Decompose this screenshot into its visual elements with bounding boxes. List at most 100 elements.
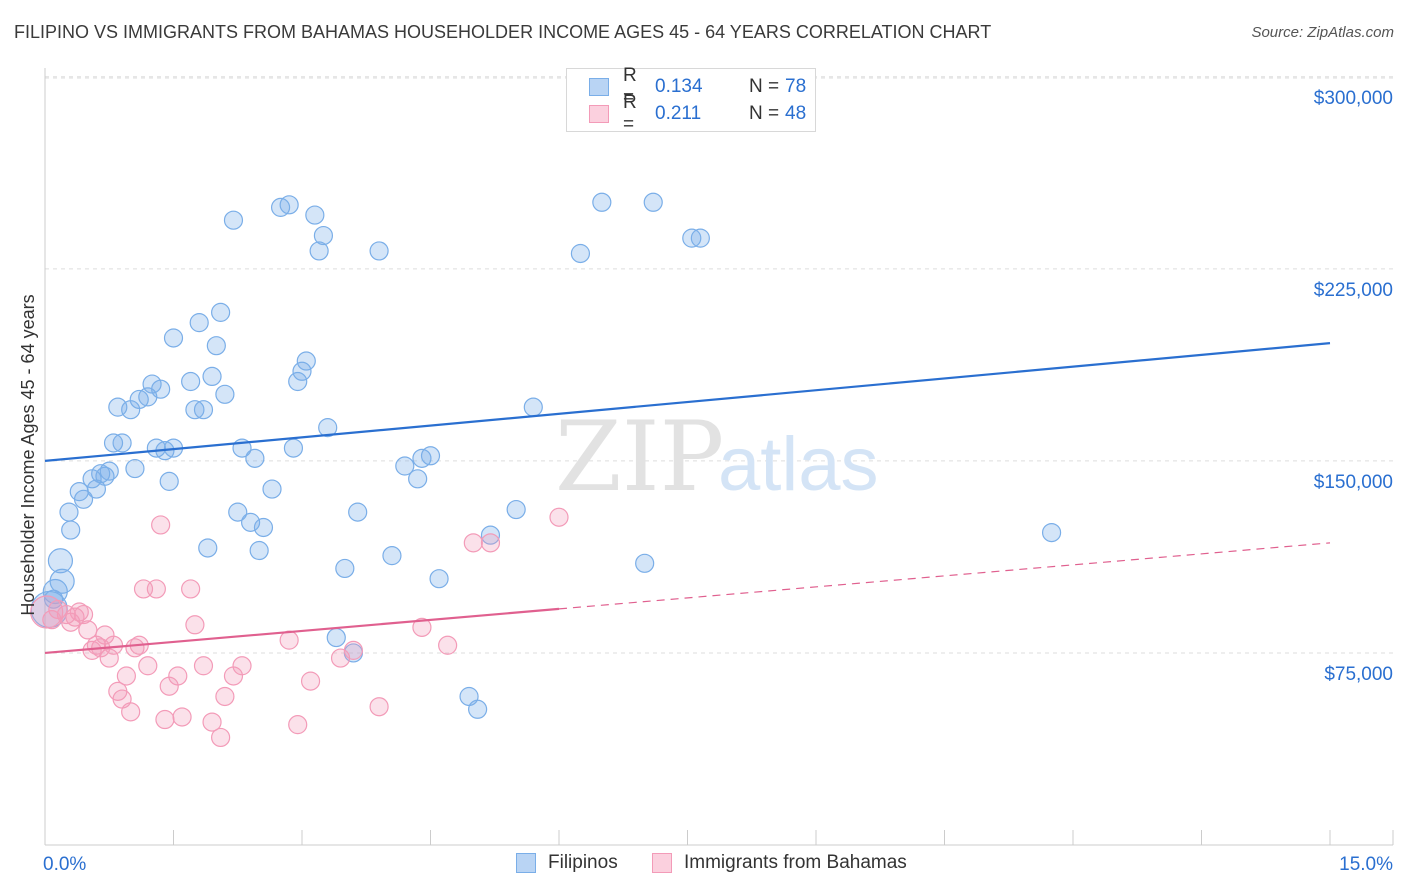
filipinos-point[interactable] <box>570 243 591 264</box>
filipinos-point[interactable] <box>420 446 441 466</box>
filipinos-point[interactable] <box>189 313 209 333</box>
bahamas-point[interactable] <box>42 610 62 630</box>
y-tick-label: $75,000 <box>1324 664 1393 685</box>
filipinos-point[interactable] <box>262 479 282 499</box>
filipinos-point[interactable] <box>429 569 449 589</box>
bahamas-point[interactable] <box>202 712 222 732</box>
filipinos-point[interactable] <box>1041 522 1062 543</box>
bahamas-point[interactable] <box>146 579 166 599</box>
bahamas-point[interactable] <box>185 615 205 635</box>
bahamas-point[interactable] <box>438 635 458 655</box>
filipinos-point[interactable] <box>296 351 316 371</box>
filipinos-point[interactable] <box>206 336 226 356</box>
filipinos-point[interactable] <box>369 241 389 261</box>
filipinos-point[interactable] <box>159 471 179 491</box>
legend-item-bahamas[interactable]: Immigrants from Bahamas <box>652 852 907 874</box>
bahamas-point[interactable] <box>549 507 569 527</box>
r-label: R = <box>623 65 637 108</box>
bahamas-point[interactable] <box>168 666 188 686</box>
bahamas-point[interactable] <box>73 604 94 625</box>
filipinos-point[interactable] <box>506 499 526 520</box>
filipinos-point[interactable] <box>151 379 171 399</box>
filipinos-point[interactable] <box>592 192 612 212</box>
bahamas-point[interactable] <box>412 617 432 637</box>
filipinos-point[interactable] <box>61 520 81 540</box>
filipinos-point[interactable] <box>245 448 265 468</box>
bahamas-point[interactable] <box>288 715 308 735</box>
filipinos-point[interactable] <box>241 512 261 532</box>
bahamas-point[interactable] <box>463 533 483 553</box>
filipinos-point[interactable] <box>112 433 132 453</box>
legend-row-filipinos: R = 0.134 N = 78 <box>589 65 807 108</box>
filipinos-point[interactable] <box>326 627 346 648</box>
filipinos-point[interactable] <box>318 418 338 438</box>
bahamas-point[interactable] <box>99 648 119 668</box>
bahamas-point[interactable] <box>116 666 136 686</box>
filipinos-point[interactable] <box>313 225 334 246</box>
series-legend: Filipinos Immigrants from Bahamas <box>0 852 1406 876</box>
bahamas-trend-line-extension <box>558 542 1331 610</box>
filipinos-point[interactable] <box>309 241 329 261</box>
filipinos-point[interactable] <box>643 192 663 212</box>
filipinos-point[interactable] <box>99 461 119 481</box>
filipinos-point[interactable] <box>59 502 79 522</box>
n-value-filipinos: 78 <box>785 76 807 97</box>
bahamas-point[interactable] <box>103 635 124 655</box>
bahamas-point[interactable] <box>121 702 141 722</box>
bahamas-point[interactable] <box>279 630 299 650</box>
trend-lines <box>44 342 1331 655</box>
filipinos-point[interactable] <box>198 538 218 558</box>
bahamas-point[interactable] <box>172 707 192 727</box>
bahamas-point[interactable] <box>78 620 98 640</box>
filipinos-point[interactable] <box>49 568 75 594</box>
filipinos-point[interactable] <box>292 361 312 381</box>
bahamas-point[interactable] <box>193 656 214 676</box>
filipinos-point[interactable] <box>382 546 402 566</box>
filipinos-point[interactable] <box>348 502 368 522</box>
chart-title: FILIPINO VS IMMIGRANTS FROM BAHAMAS HOUS… <box>14 22 992 42</box>
filipinos-point[interactable] <box>223 210 244 230</box>
r-value-filipinos: 0.134 <box>655 76 703 97</box>
axes: $75,000 $150,000 $225,000 $300,000 <box>44 68 1394 846</box>
filipinos-point[interactable] <box>690 228 710 248</box>
r-value-bahamas: 0.211 <box>655 103 702 124</box>
legend-item-filipinos[interactable]: Filipinos <box>516 852 618 874</box>
bahamas-point[interactable] <box>181 579 201 599</box>
filipinos-point[interactable] <box>523 397 543 417</box>
bahamas-point[interactable] <box>480 533 501 553</box>
bahamas-point[interactable] <box>232 656 252 676</box>
bahamas-point[interactable] <box>300 671 321 691</box>
bahamas-point[interactable] <box>215 686 235 707</box>
bahamas-point[interactable] <box>369 697 389 717</box>
filipinos-point[interactable] <box>253 517 274 538</box>
filipinos-point[interactable] <box>283 438 304 458</box>
filipinos-point[interactable] <box>288 371 308 392</box>
bahamas-point[interactable] <box>343 640 363 660</box>
filipinos-point[interactable] <box>181 371 201 392</box>
bahamas-point[interactable] <box>138 656 158 676</box>
bahamas-point[interactable] <box>155 709 175 730</box>
filipinos-point[interactable] <box>305 205 325 225</box>
filipinos-point[interactable] <box>468 699 488 719</box>
filipinos-point[interactable] <box>43 589 64 609</box>
filipinos-point[interactable] <box>193 400 214 420</box>
filipinos-point[interactable] <box>408 469 428 489</box>
filipinos-point[interactable] <box>125 458 145 479</box>
filipinos-point[interactable] <box>73 489 94 509</box>
filipinos-point[interactable] <box>480 525 501 545</box>
filipinos-point[interactable] <box>249 540 269 561</box>
filipinos-point[interactable] <box>211 302 231 322</box>
filipinos-point[interactable] <box>635 553 655 573</box>
filipinos-point[interactable] <box>202 366 222 386</box>
watermark-zip: ZIP <box>555 401 724 513</box>
filipinos-point[interactable] <box>395 456 415 476</box>
filipinos-point[interactable] <box>228 502 248 522</box>
bahamas-point[interactable] <box>151 515 171 535</box>
filipinos-point[interactable] <box>47 548 74 574</box>
bahamas-point[interactable] <box>211 727 231 748</box>
y-axis-label: Householder Income Ages 45 - 64 years <box>18 294 38 615</box>
filipinos-point[interactable] <box>335 558 355 579</box>
filipinos-point[interactable] <box>215 384 235 404</box>
filipinos-point[interactable] <box>163 328 184 348</box>
filipinos-point[interactable] <box>279 195 299 215</box>
